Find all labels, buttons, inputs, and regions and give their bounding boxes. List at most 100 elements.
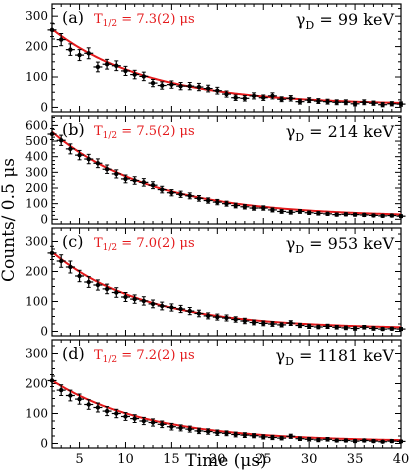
data-marker [187, 83, 192, 89]
data-marker [160, 422, 165, 427]
data-marker [150, 182, 156, 188]
data-marker [123, 294, 128, 300]
data-marker [279, 322, 284, 328]
data-point [84, 47, 94, 60]
data-point [295, 322, 305, 329]
halflife-subscript: 1/2 [103, 19, 117, 29]
data-point [185, 192, 195, 200]
data-marker [169, 82, 174, 87]
data-marker [178, 83, 183, 89]
data-marker [95, 282, 101, 288]
data-point [194, 195, 204, 202]
data-point [341, 325, 351, 331]
data-marker [398, 326, 404, 332]
x-tick-label: 25 [255, 452, 272, 467]
x-tick-label: 20 [209, 452, 226, 467]
data-marker [316, 98, 321, 104]
data-point [249, 433, 259, 439]
data-marker [49, 250, 55, 256]
gamma-value: = 953 keV [304, 234, 394, 253]
data-point [47, 128, 57, 140]
data-point [332, 99, 342, 106]
data-point [396, 213, 406, 219]
data-point [84, 153, 94, 165]
data-marker [68, 47, 73, 52]
gamma-subscript: D [285, 355, 294, 368]
gamma-value: = 99 keV [314, 10, 394, 29]
data-point [277, 435, 287, 441]
data-point [286, 209, 296, 215]
data-marker [187, 193, 192, 199]
data-point [93, 402, 103, 413]
data-point [350, 326, 360, 331]
data-marker [242, 432, 248, 438]
y-tick-label: 200 [25, 181, 48, 195]
gamma-value: = 1181 keV [294, 346, 395, 365]
data-point [387, 101, 397, 107]
data-point [130, 176, 140, 185]
data-marker [334, 325, 339, 330]
data-point [258, 434, 268, 440]
data-point [102, 164, 112, 174]
data-marker [141, 180, 147, 185]
data-marker [141, 74, 147, 79]
data-point [212, 313, 222, 321]
data-marker [316, 437, 321, 443]
data-marker [49, 131, 55, 137]
data-marker [279, 97, 284, 102]
y-tick-label: 100 [25, 407, 48, 421]
data-marker [224, 201, 229, 206]
data-marker [334, 438, 339, 443]
y-axis-label: Counts/ 0.5 μs [0, 158, 19, 282]
data-marker [261, 321, 266, 326]
data-marker [288, 96, 293, 101]
x-axis-label: Time (μs) [185, 451, 266, 471]
y-tick-label: 0 [40, 212, 48, 226]
data-point [102, 283, 112, 295]
data-marker [132, 178, 137, 183]
data-point [176, 304, 186, 314]
data-point [47, 22, 57, 38]
data-marker [196, 84, 202, 90]
data-marker [187, 308, 192, 314]
data-marker [104, 408, 110, 414]
halflife-value: = 7.5(2) μs [117, 124, 195, 139]
data-marker [297, 436, 303, 441]
data-marker [380, 439, 385, 444]
y-tick-label: 100 [25, 197, 48, 211]
data-point [194, 309, 204, 318]
data-point [56, 33, 66, 47]
data-marker [77, 273, 82, 279]
data-marker [242, 96, 248, 101]
data-marker [132, 72, 137, 77]
data-point [378, 102, 388, 108]
data-point [194, 82, 204, 92]
data-point [222, 200, 231, 207]
data-marker [49, 27, 55, 33]
data-marker [215, 430, 220, 435]
panel-1: 0 100 200 300 (a) T1/2 = 7.3(2) μs γD = 99 keV [25, 3, 406, 114]
data-point [65, 143, 75, 155]
data-point [249, 92, 259, 100]
data-point [194, 427, 204, 435]
data-point [368, 213, 378, 218]
data-marker [196, 311, 202, 316]
data-point [231, 431, 241, 438]
data-point [240, 95, 250, 102]
data-marker [251, 205, 257, 211]
data-point [249, 205, 259, 211]
data-marker [352, 438, 358, 444]
data-marker [123, 176, 128, 182]
y-tick-label: 0 [40, 437, 48, 451]
data-point [231, 316, 241, 323]
data-point [102, 58, 112, 70]
data-marker [196, 196, 202, 201]
panel-3: 0 100 200 300 (c) T1/2 = 7.0(2) μs γD = 953 ke… [25, 227, 406, 339]
halflife-value: = 7.2(2) μs [117, 348, 195, 363]
data-point [304, 437, 314, 442]
data-marker [343, 438, 349, 443]
halflife-symbol: T [94, 12, 103, 27]
data-point [111, 287, 121, 298]
